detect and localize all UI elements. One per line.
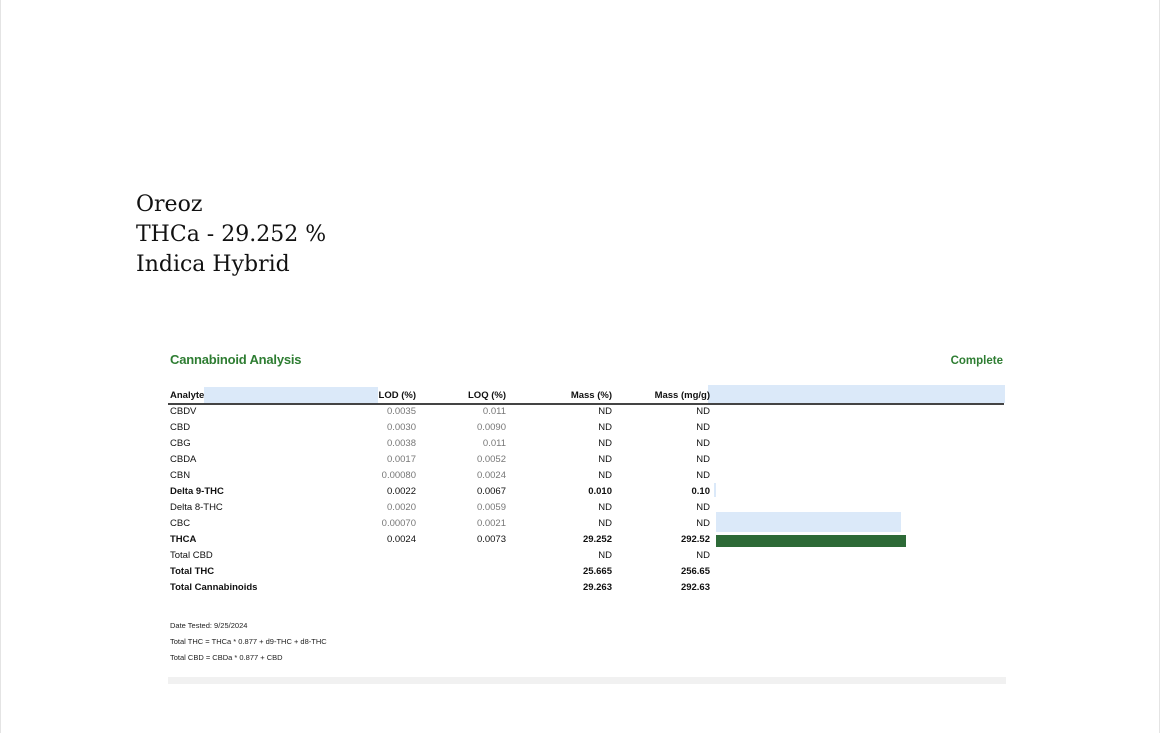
analyte-cell: CBN	[170, 470, 191, 481]
header-highlight-bar	[708, 385, 1005, 403]
loq-cell: 0.0021	[476, 518, 506, 529]
loq-cell: 0.0073	[476, 534, 506, 545]
mass-mg-cell: ND	[696, 438, 710, 449]
analyte-cell: Delta 8-THC	[170, 502, 223, 513]
mass-percent-cell: ND	[598, 550, 612, 561]
table-row: Total Cannabinoids 29.263 292.63	[168, 582, 1004, 598]
status-badge: Complete	[950, 355, 1003, 367]
report-notes: Date Tested: 9/25/2024 Total THC = THCa …	[170, 618, 327, 666]
lod-cell: 0.00080	[381, 470, 416, 481]
mass-percent-cell: ND	[598, 470, 612, 481]
total-thc-formula: Total THC = THCa * 0.877 + d9-THC + d8-T…	[170, 637, 327, 646]
mass-percent-cell: 29.263	[582, 582, 612, 593]
loq-cell: 0.011	[482, 438, 506, 449]
mass-percent-cell: ND	[598, 438, 612, 449]
column-header-mass-mg: Mass (mg/g)	[654, 390, 710, 401]
mass-percent-cell: 25.665	[582, 566, 612, 577]
mass-percent-cell: ND	[598, 518, 612, 529]
mass-mg-cell: ND	[696, 422, 710, 433]
mass-mg-cell: 292.63	[680, 582, 710, 593]
cbc-row-highlight	[716, 512, 901, 532]
table-row: CBC 0.00070 0.0021 ND ND	[168, 518, 1004, 534]
table-row: Delta 9-THC 0.0022 0.0067 0.010 0.10	[168, 486, 1004, 502]
table-row: THCA 0.0024 0.0073 29.252 292.52	[168, 534, 1004, 550]
analyte-cell: CBC	[170, 518, 191, 529]
table-row: Total CBD ND ND	[168, 550, 1004, 566]
analyte-cell: Total THC	[170, 566, 215, 577]
mass-mg-cell: ND	[696, 502, 710, 513]
analyte-cell: CBDV	[170, 406, 197, 417]
analyte-cell: CBDA	[170, 454, 197, 465]
lod-cell: 0.0022	[386, 486, 416, 497]
table-row: CBD 0.0030 0.0090 ND ND	[168, 422, 1004, 438]
page-edge-left	[0, 0, 1, 733]
analyte-cell: CBG	[170, 438, 191, 449]
strain-type: Indica Hybrid	[136, 252, 290, 277]
loq-cell: 0.0052	[476, 454, 506, 465]
mass-mg-cell: ND	[696, 550, 710, 561]
lod-cell: 0.0024	[386, 534, 416, 545]
analyte-cell: Total CBD	[170, 550, 213, 561]
loq-cell: 0.0067	[476, 486, 506, 497]
loq-cell: 0.0059	[476, 502, 506, 513]
analyte-cell: CBD	[170, 422, 191, 433]
analyte-cell: Delta 9-THC	[170, 486, 224, 497]
column-header-loq: LOQ (%)	[468, 390, 506, 401]
loq-cell: 0.011	[482, 406, 506, 417]
column-header-analyte: Analyte	[170, 390, 205, 401]
analyte-header-highlight	[204, 387, 378, 403]
product-name: Oreoz	[136, 192, 203, 217]
mass-percent-cell: ND	[598, 502, 612, 513]
mass-percent-cell: ND	[598, 406, 612, 417]
mass-mg-cell: ND	[696, 406, 710, 417]
mass-mg-cell: ND	[696, 454, 710, 465]
mass-percent-cell: ND	[598, 454, 612, 465]
mass-mg-cell: 292.52	[680, 534, 710, 545]
mass-mg-cell: 256.65	[680, 566, 710, 577]
table-row: CBG 0.0038 0.011 ND ND	[168, 438, 1004, 454]
lod-cell: 0.0020	[386, 502, 416, 513]
mass-mg-cell: ND	[696, 518, 710, 529]
table-row: CBDA 0.0017 0.0052 ND ND	[168, 454, 1004, 470]
product-heading: Oreoz THCa - 29.252 % Indica Hybrid	[136, 190, 326, 280]
loq-cell: 0.0090	[476, 422, 506, 433]
analyte-cell: Total Cannabinoids	[170, 582, 258, 593]
mass-percent-cell: 29.252	[582, 534, 612, 545]
cropped-footer	[168, 677, 1006, 684]
date-tested: Date Tested: 9/25/2024	[170, 621, 248, 630]
lod-cell: 0.0030	[386, 422, 416, 433]
column-header-mass-percent: Mass (%)	[570, 390, 612, 401]
table-row: Delta 8-THC 0.0020 0.0059 ND ND	[168, 502, 1004, 518]
mass-mg-cell: 0.10	[691, 486, 711, 497]
column-header-lod: LOD (%)	[378, 390, 416, 401]
report-title: Cannabinoid Analysis	[170, 352, 302, 367]
mass-mg-cell: ND	[696, 470, 710, 481]
delta9-bar	[714, 483, 716, 497]
loq-cell: 0.0024	[476, 470, 506, 481]
table-row: CBN 0.00080 0.0024 ND ND	[168, 470, 1004, 486]
table-row: Total THC 25.665 256.65	[168, 566, 1004, 582]
thca-percentage: THCa - 29.252 %	[136, 222, 327, 247]
lod-cell: 0.0035	[386, 406, 416, 417]
lod-cell: 0.00070	[381, 518, 416, 529]
lod-cell: 0.0038	[386, 438, 416, 449]
mass-percent-cell: 0.010	[588, 486, 612, 497]
lod-cell: 0.0017	[386, 454, 416, 465]
cannabinoid-report: Cannabinoid Analysis Complete Analyte LO…	[168, 350, 1006, 684]
thca-bar	[716, 535, 906, 547]
total-cbd-formula: Total CBD = CBDa * 0.877 + CBD	[170, 653, 283, 662]
table-row: CBDV 0.0035 0.011 ND ND	[168, 406, 1004, 422]
header-divider	[168, 403, 1004, 405]
analyte-cell: THCA	[170, 534, 197, 545]
mass-percent-cell: ND	[598, 422, 612, 433]
